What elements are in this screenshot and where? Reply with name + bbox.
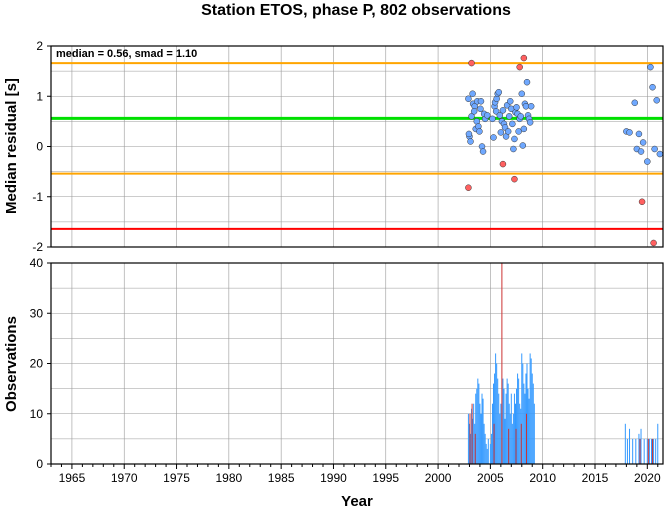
residual-point xyxy=(469,90,476,97)
residual-point xyxy=(635,130,643,138)
residual-y-axis-label: Median residual [s] xyxy=(3,78,20,214)
observations-y-tick-label: 40 xyxy=(30,256,44,270)
observations-y-axis-label: Observations xyxy=(3,316,20,412)
residual-point xyxy=(527,103,535,110)
x-tick-label: 1965 xyxy=(59,471,86,485)
residual-point xyxy=(649,83,656,91)
residual-y-tick-label: -1 xyxy=(32,190,43,204)
residual-point xyxy=(653,97,660,104)
x-tick-label: 1970 xyxy=(111,471,138,485)
observations-x-ticks: 1965 1970 1975 1980 1985 1990 1995 2000 2005 2010… xyxy=(50,464,661,485)
x-tick-label: 2010 xyxy=(529,471,556,485)
residual-point xyxy=(644,158,651,165)
residual-point xyxy=(477,98,485,105)
x-tick-label: 1990 xyxy=(320,471,347,485)
residual-outlier-point xyxy=(520,54,528,62)
x-tick-label: 1975 xyxy=(163,471,190,485)
x-tick-label: 2005 xyxy=(477,471,504,485)
residual-point xyxy=(507,98,514,105)
residual-point xyxy=(647,63,654,71)
residual-point xyxy=(513,104,520,111)
observations-panel: 0 10 20 30 40 1965 1970 1975 1980 1985 1990 1995 20… xyxy=(3,256,664,510)
residual-point xyxy=(631,99,639,107)
residual-point xyxy=(465,95,472,103)
residual-point xyxy=(505,113,513,120)
residual-point xyxy=(468,113,475,120)
residual-point xyxy=(483,112,491,119)
residual-point xyxy=(511,135,518,143)
x-tick-label: 1995 xyxy=(372,471,399,485)
x-axis-label: Year xyxy=(341,493,373,510)
residual-point xyxy=(515,128,522,135)
residual-point xyxy=(470,108,478,115)
residual-y-tick-label: 2 xyxy=(36,39,43,53)
residual-point xyxy=(477,105,484,113)
residual-point xyxy=(499,107,507,114)
residual-point xyxy=(467,138,474,145)
residual-point xyxy=(496,112,504,119)
residual-point xyxy=(639,139,647,146)
residual-grid xyxy=(51,45,663,248)
residual-outlier-point xyxy=(638,198,646,206)
residual-y-ticks: -2 -1 0 1 2 xyxy=(32,39,51,254)
residual-point xyxy=(495,88,503,96)
residual-point xyxy=(476,128,483,135)
x-tick-label: 2015 xyxy=(582,471,609,485)
observations-y-ticks: 0 10 20 30 40 xyxy=(30,256,51,471)
observations-y-tick-label: 0 xyxy=(36,457,43,471)
residual-point xyxy=(479,148,487,155)
x-tick-label: 1980 xyxy=(215,471,242,485)
residual-point xyxy=(465,130,473,138)
residual-point xyxy=(637,148,645,155)
residual-point xyxy=(510,145,517,153)
residual-point xyxy=(523,78,531,86)
observations-y-tick-label: 20 xyxy=(30,357,44,371)
observation-bars xyxy=(467,263,659,464)
residual-point xyxy=(656,150,664,158)
residual-point xyxy=(489,115,496,123)
residual-point xyxy=(492,108,500,115)
x-tick-label: 2020 xyxy=(634,471,661,485)
residual-point xyxy=(626,129,633,136)
residual-point xyxy=(517,113,524,120)
residual-point xyxy=(504,128,512,135)
chart-title: Station ETOS, phase P, 802 observations xyxy=(201,2,511,19)
residual-y-tick-label: -2 xyxy=(32,240,43,254)
x-tick-label: 1985 xyxy=(268,471,295,485)
residual-point xyxy=(651,145,658,153)
residual-point xyxy=(518,90,526,97)
residual-annotation: median = 0.56, smad = 1.10 xyxy=(56,48,197,60)
residual-point xyxy=(519,142,527,149)
residual-outlier-point xyxy=(468,59,475,67)
residual-y-tick-label: 0 xyxy=(36,140,43,154)
observations-y-tick-label: 10 xyxy=(30,407,44,421)
residual-point xyxy=(520,125,528,133)
residual-outlier-point xyxy=(499,160,507,168)
residual-point xyxy=(526,119,534,126)
residual-reference-lines xyxy=(51,62,663,230)
residual-outlier-point xyxy=(650,239,657,247)
residual-point xyxy=(490,134,497,141)
x-tick-label: 2000 xyxy=(425,471,452,485)
residual-y-tick-label: 1 xyxy=(36,89,43,103)
residual-point xyxy=(509,120,516,128)
residual-outlier-point xyxy=(465,184,472,191)
residual-outlier-point xyxy=(511,175,518,183)
observations-y-tick-label: 30 xyxy=(30,306,44,320)
residual-point xyxy=(497,129,505,136)
residual-points xyxy=(465,54,664,247)
residual-panel: median = 0.56, smad = 1.10 -2 -1 0 1 2 Media… xyxy=(3,39,664,254)
residual-outlier-point xyxy=(516,63,523,71)
